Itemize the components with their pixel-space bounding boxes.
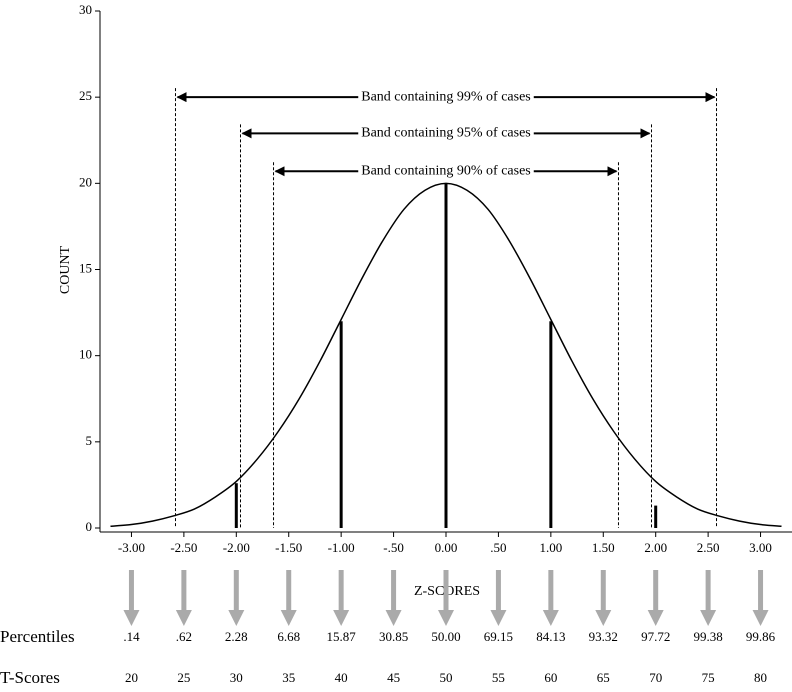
percentile-label: .14	[123, 629, 140, 644]
arrow-head	[228, 610, 245, 626]
percentile-label: 99.38	[693, 629, 722, 644]
y-tick-label: 30	[79, 2, 92, 17]
t-score-label: 70	[649, 670, 662, 685]
percentile-label: 50.00	[431, 629, 460, 644]
percentile-label: 99.86	[746, 629, 776, 644]
x-tick-label: -3.00	[118, 540, 145, 555]
y-axis-label: COUNT	[58, 245, 73, 294]
t-score-label: 55	[492, 670, 505, 685]
x-tick-label: 2.00	[644, 540, 667, 555]
percentile-label: 97.72	[641, 629, 670, 644]
percentile-label: 2.28	[225, 629, 248, 644]
arrow-head	[752, 610, 769, 626]
band-label: Band containing 99% of cases	[361, 89, 531, 104]
x-tick-label: 1.00	[539, 540, 562, 555]
x-tick-label: -2.50	[170, 540, 197, 555]
arrow-head	[542, 610, 559, 626]
y-tick-label: 10	[79, 347, 92, 362]
percentile-label: 69.15	[484, 629, 513, 644]
arrow-head	[385, 610, 402, 626]
percentile-label: 30.85	[379, 629, 408, 644]
y-tick-label: 20	[79, 174, 92, 189]
arrow-head	[175, 610, 192, 626]
band-label-bg	[358, 124, 534, 142]
y-tick-label: 0	[86, 519, 93, 534]
percentile-label: 84.13	[536, 629, 565, 644]
x-tick-label: 1.50	[592, 540, 615, 555]
t-score-label: 40	[335, 670, 348, 685]
x-tick-label: 0.00	[435, 540, 458, 555]
percentile-label: 6.68	[277, 629, 300, 644]
arrow-head	[595, 610, 612, 626]
x-tick-label: -.50	[383, 540, 404, 555]
x-tick-label: -2.00	[223, 540, 250, 555]
arrow-head	[700, 610, 717, 626]
arrow-head	[123, 610, 140, 626]
t-score-label: 30	[230, 670, 243, 685]
percentile-label: 15.87	[327, 629, 357, 644]
band-label-bg	[358, 162, 534, 180]
percentile-label: 93.32	[589, 629, 618, 644]
x-tick-label: .50	[490, 540, 506, 555]
t-score-label: 20	[125, 670, 138, 685]
arrow-head	[280, 610, 297, 626]
t-score-label: 80	[754, 670, 767, 685]
t-score-label: 45	[387, 670, 400, 685]
band-label: Band containing 90% of cases	[361, 163, 531, 178]
percentiles-label: Percentiles	[0, 627, 75, 646]
t-score-label: 75	[702, 670, 715, 685]
arrow-head	[490, 610, 507, 626]
band-label-bg	[358, 88, 534, 106]
y-tick-label: 25	[79, 88, 92, 103]
t-score-label: 35	[282, 670, 295, 685]
percentile-label: .62	[176, 629, 192, 644]
x-tick-label: 2.50	[697, 540, 720, 555]
x-tick-label: 3.00	[749, 540, 772, 555]
y-tick-label: 15	[79, 260, 92, 275]
x-tick-label: -1.00	[328, 540, 355, 555]
t-score-label: 25	[177, 670, 190, 685]
t-score-label: 65	[597, 670, 610, 685]
t-scores-label: T-Scores	[0, 668, 60, 687]
arrow-head	[647, 610, 664, 626]
y-tick-label: 5	[86, 433, 93, 448]
band-label: Band containing 95% of cases	[361, 126, 531, 141]
t-score-label: 60	[544, 670, 557, 685]
arrow-head	[438, 610, 454, 626]
x-tick-label: -1.50	[275, 540, 302, 555]
t-score-label: 50	[440, 670, 453, 685]
curve	[110, 182, 782, 528]
arrow-head	[333, 610, 350, 626]
